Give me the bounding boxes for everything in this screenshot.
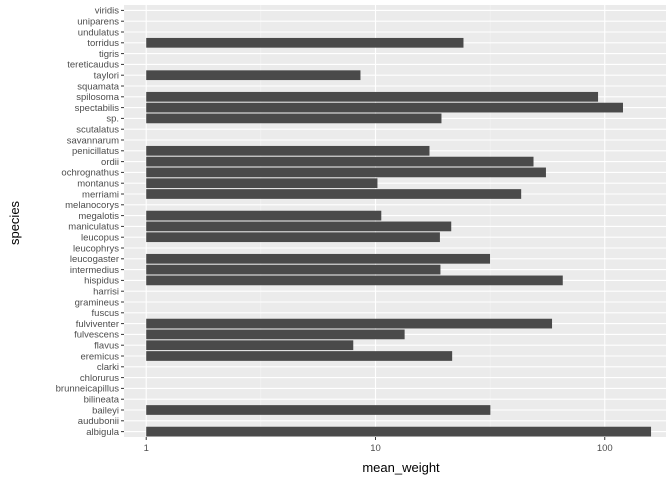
x-tick-label: 1 [144, 443, 149, 454]
y-tick-label: clarki [97, 362, 119, 373]
bar [146, 189, 522, 199]
bars [146, 37, 652, 437]
plot-panel [124, 5, 666, 437]
y-tick-label: brunneicapillus [56, 384, 120, 395]
y-tick-label: tigris [99, 49, 119, 60]
bar [146, 145, 430, 156]
bar [146, 329, 405, 340]
y-tick-label: fulviventer [76, 319, 119, 330]
y-tick-label: savannarum [67, 135, 119, 146]
bar [146, 178, 378, 189]
y-tick-label: taylori [94, 71, 119, 82]
bar [146, 102, 623, 113]
y-tick-label: chlorurus [80, 373, 119, 384]
bar [146, 232, 440, 243]
bar [146, 167, 546, 178]
y-tick-label: eremicus [80, 351, 119, 362]
y-tick-label: megalotis [78, 211, 119, 222]
bar [146, 426, 652, 437]
y-tick-label: leucopus [81, 233, 119, 244]
y-tick-label: penicillatus [72, 146, 119, 157]
bar [146, 405, 491, 415]
y-tick-label: fulvescens [74, 330, 119, 341]
y-tick-label: bilineata [84, 395, 120, 406]
y-tick-label: viridis [95, 6, 120, 17]
y-tick-label: baileyi [92, 405, 119, 416]
bar [146, 221, 452, 232]
y-tick-label: fuscus [92, 308, 120, 319]
y-tick-label: ochrognathus [61, 168, 119, 179]
bar [146, 264, 441, 275]
y-tick-label: hispidus [84, 276, 119, 287]
y-tick-label: flavus [94, 341, 119, 352]
bar [146, 156, 534, 167]
y-tick-label: uniparens [77, 17, 119, 28]
y-tick-label: intermedius [70, 265, 119, 276]
x-tick-label: 100 [597, 443, 613, 454]
bar [146, 37, 464, 48]
bar [146, 70, 361, 81]
bar [146, 275, 563, 286]
bar [146, 340, 354, 351]
y-tick-label: merriami [82, 189, 119, 200]
bar [146, 210, 382, 221]
bar [146, 318, 553, 329]
y-tick-label: maniculatus [68, 222, 119, 233]
y-axis-ticks: albigulaauduboniibaileyibilineatabrunnei… [56, 6, 124, 438]
bar [146, 351, 453, 361]
y-tick-label: torridus [87, 38, 119, 49]
y-tick-label: spilosoma [76, 92, 119, 103]
y-tick-label: sp. [106, 114, 119, 125]
y-tick-label: undulatus [78, 27, 119, 38]
y-tick-label: montanus [77, 179, 119, 190]
y-tick-label: harrisi [93, 287, 119, 298]
y-tick-label: melanocorys [65, 200, 119, 211]
x-axis-ticks: 1 10 100 [144, 437, 613, 454]
x-tick-label: 10 [370, 443, 381, 454]
y-tick-label: gramineus [75, 297, 120, 308]
y-axis-title: species [7, 200, 22, 245]
y-tick-label: squamata [77, 81, 119, 92]
bar [146, 91, 599, 102]
x-axis-title: mean_weight [362, 460, 440, 475]
bar [146, 253, 491, 264]
y-tick-label: tereticaudus [67, 60, 119, 71]
y-tick-label: leucophrys [73, 243, 119, 254]
bar [146, 113, 442, 124]
y-tick-label: scutalatus [76, 125, 119, 136]
y-tick-label: albigula [86, 427, 119, 438]
y-tick-label: spectabilis [75, 103, 120, 114]
y-tick-label: leucogaster [70, 254, 119, 265]
y-tick-label: audubonii [78, 416, 119, 427]
y-tick-label: ordii [101, 157, 119, 168]
